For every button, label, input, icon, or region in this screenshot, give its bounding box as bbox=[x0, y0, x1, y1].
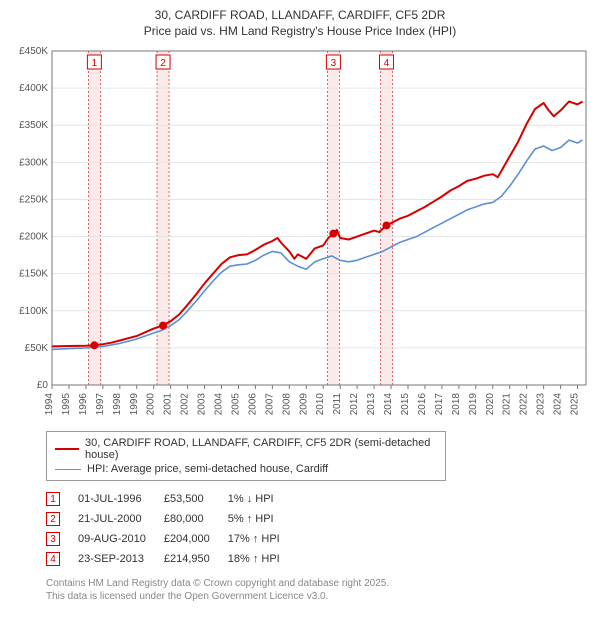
x-tick-label: 2005 bbox=[230, 393, 241, 416]
legend-label-hpi: HPI: Average price, semi-detached house,… bbox=[87, 463, 328, 475]
y-tick-label: £350K bbox=[19, 120, 48, 131]
y-tick-label: £200K bbox=[19, 232, 48, 243]
y-tick-label: £100K bbox=[19, 306, 48, 317]
legend-label-price: 30, CARDIFF ROAD, LLANDAFF, CARDIFF, CF5… bbox=[85, 437, 437, 461]
x-tick-label: 2007 bbox=[264, 393, 275, 416]
chart-svg: £0 £50K £100K £150K £200K £250K £300K £350K £400… bbox=[8, 45, 592, 425]
x-tick-label: 2000 bbox=[146, 393, 157, 416]
chart-area: £0 £50K £100K £150K £200K £250K £300K £350K £400… bbox=[8, 45, 592, 425]
x-tick-label: 1994 bbox=[44, 393, 55, 416]
x-tick-label: 2001 bbox=[163, 393, 174, 416]
table-row: 3 09-AUG-2010£204,00017% ↑ HPI bbox=[46, 529, 298, 549]
x-tick-label: 1995 bbox=[61, 393, 72, 416]
legend-swatch-price bbox=[55, 448, 79, 450]
license-line2: This data is licensed under the Open Gov… bbox=[46, 590, 592, 603]
x-tick-label: 1999 bbox=[129, 393, 140, 416]
x-tick-label: 2024 bbox=[553, 393, 564, 416]
sale-pct: 18% ↑ HPI bbox=[228, 549, 298, 569]
x-tick-label: 2015 bbox=[400, 393, 411, 416]
sale-marker-3: 3 bbox=[46, 532, 60, 546]
table-row: 1 01-JUL-1996£53,5001% ↓ HPI bbox=[46, 489, 298, 509]
sale-date: 21-JUL-2000 bbox=[78, 509, 164, 529]
legend-row-price: 30, CARDIFF ROAD, LLANDAFF, CARDIFF, CF5… bbox=[55, 436, 437, 462]
x-tick-label: 2021 bbox=[502, 393, 513, 416]
y-tick-label: £400K bbox=[19, 83, 48, 94]
y-tick-label: £50K bbox=[25, 343, 49, 354]
table-row: 2 21-JUL-2000£80,0005% ↑ HPI bbox=[46, 509, 298, 529]
x-tick-label: 2013 bbox=[366, 393, 377, 416]
sale-price: £214,950 bbox=[164, 549, 228, 569]
x-tick-label: 1996 bbox=[78, 393, 89, 416]
legend-row-hpi: HPI: Average price, semi-detached house,… bbox=[55, 462, 437, 476]
x-tick-label: 1997 bbox=[95, 393, 106, 416]
title-line2: Price paid vs. HM Land Registry's House … bbox=[8, 24, 592, 40]
sale-pct: 5% ↑ HPI bbox=[228, 509, 298, 529]
y-tick-label: £250K bbox=[19, 195, 48, 206]
table-row: 4 23-SEP-2013£214,95018% ↑ HPI bbox=[46, 549, 298, 569]
x-tick-label: 2004 bbox=[214, 393, 225, 416]
license-line1: Contains HM Land Registry data © Crown c… bbox=[46, 577, 592, 590]
sale-date: 09-AUG-2010 bbox=[78, 529, 164, 549]
marker-flag-1: 1 bbox=[92, 58, 98, 69]
x-tick-label: 2003 bbox=[197, 393, 208, 416]
sale-price: £80,000 bbox=[164, 509, 228, 529]
y-tick-label: £150K bbox=[19, 269, 48, 280]
sale-pct: 17% ↑ HPI bbox=[228, 529, 298, 549]
chart-title: 30, CARDIFF ROAD, LLANDAFF, CARDIFF, CF5… bbox=[8, 8, 592, 39]
title-line1: 30, CARDIFF ROAD, LLANDAFF, CARDIFF, CF5… bbox=[8, 8, 592, 24]
x-tick-label: 2022 bbox=[519, 393, 530, 416]
x-tick-label: 2018 bbox=[451, 393, 462, 416]
x-tick-label: 2023 bbox=[536, 393, 547, 416]
sales-table: 1 01-JUL-1996£53,5001% ↓ HPI 2 21-JUL-2000£… bbox=[46, 489, 298, 569]
x-tick-label: 2017 bbox=[434, 393, 445, 416]
y-tick-label: £300K bbox=[19, 158, 48, 169]
sale-pct: 1% ↓ HPI bbox=[228, 489, 298, 509]
x-tick-label: 2008 bbox=[281, 393, 292, 416]
sale-date: 23-SEP-2013 bbox=[78, 549, 164, 569]
x-tick-label: 1998 bbox=[112, 393, 123, 416]
y-tick-label: £0 bbox=[37, 380, 49, 391]
x-tick-label: 2002 bbox=[180, 393, 191, 416]
sale-date: 01-JUL-1996 bbox=[78, 489, 164, 509]
x-tick-label: 2025 bbox=[570, 393, 581, 416]
x-tick-label: 2019 bbox=[468, 393, 479, 416]
x-tick-label: 2014 bbox=[383, 393, 394, 416]
x-tick-label: 2010 bbox=[315, 393, 326, 416]
x-tick-label: 2020 bbox=[485, 393, 496, 416]
x-tick-label: 2012 bbox=[349, 393, 360, 416]
sale-marker-1: 1 bbox=[46, 492, 60, 506]
y-tick-label: £450K bbox=[19, 46, 48, 57]
marker-flag-3: 3 bbox=[331, 58, 337, 69]
sale-marker-4: 4 bbox=[46, 552, 60, 566]
x-tick-label: 2006 bbox=[247, 393, 258, 416]
sale-price: £204,000 bbox=[164, 529, 228, 549]
marker-flag-2: 2 bbox=[160, 58, 166, 69]
x-tick-label: 2016 bbox=[417, 393, 428, 416]
legend: 30, CARDIFF ROAD, LLANDAFF, CARDIFF, CF5… bbox=[46, 431, 446, 481]
marker-flag-4: 4 bbox=[384, 58, 390, 69]
sale-price: £53,500 bbox=[164, 489, 228, 509]
legend-swatch-hpi bbox=[55, 469, 81, 470]
license-text: Contains HM Land Registry data © Crown c… bbox=[46, 577, 592, 603]
x-tick-label: 2009 bbox=[298, 393, 309, 416]
x-tick-label: 2011 bbox=[332, 393, 343, 415]
sale-marker-2: 2 bbox=[46, 512, 60, 526]
